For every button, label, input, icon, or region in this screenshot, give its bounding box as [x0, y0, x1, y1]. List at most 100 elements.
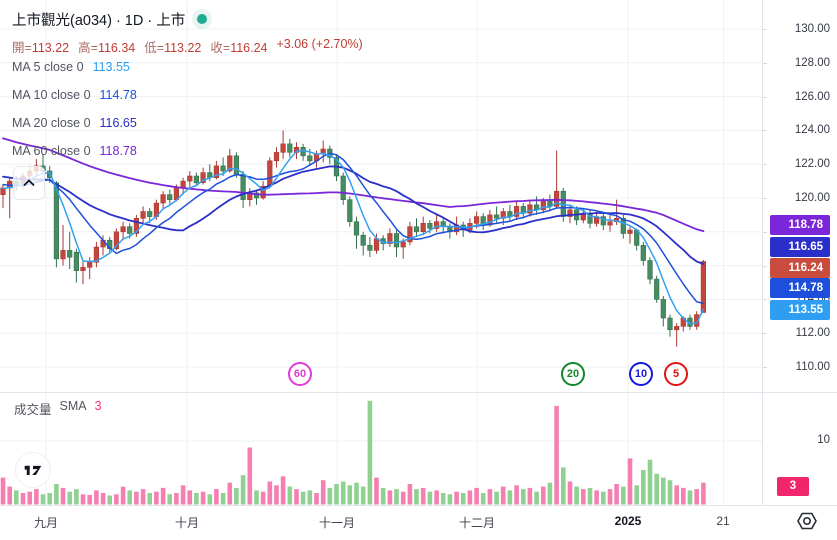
volume-bar — [227, 482, 233, 505]
price-axis-label: 126.00 — [794, 91, 830, 103]
volume-bar — [307, 490, 313, 505]
price-badge-ma5: 113.55 — [770, 300, 830, 320]
volume-bar — [541, 486, 546, 505]
candle-body — [240, 174, 246, 200]
volume-bar — [494, 491, 499, 505]
candle-body — [607, 221, 613, 226]
ma-legend-row-10[interactable]: MA 10 close 0 114.78 — [12, 81, 363, 109]
volume-bar — [380, 487, 386, 505]
volume-bar — [487, 489, 493, 505]
volume-bar — [360, 486, 366, 505]
volume-bar — [681, 487, 686, 505]
time-axis[interactable]: 九月 十月 十一月 十二月 2025 21 — [0, 506, 837, 540]
candle-body — [280, 143, 286, 153]
candle-body — [627, 229, 633, 234]
volume-bar — [300, 491, 306, 505]
volume-bar — [414, 489, 419, 505]
volume-bar — [160, 487, 166, 505]
volume-bar — [374, 477, 379, 505]
tradingview-logo-icon — [24, 465, 42, 475]
candle-body — [73, 251, 79, 272]
ma-period-marker-10: 10 — [629, 362, 653, 386]
volume-bar — [694, 489, 699, 505]
legend-expand-button[interactable] — [13, 166, 45, 200]
price-badge-ma20: 116.65 — [770, 237, 830, 257]
volume-bar — [634, 485, 639, 505]
candle-body — [127, 226, 133, 234]
candle-body — [427, 223, 433, 229]
time-axis-label: 十二月 — [458, 516, 496, 530]
price-axis[interactable]: 130.00 128.00 126.00 124.00 122.00 120.00 118.… — [763, 0, 837, 505]
volume-bar — [240, 475, 246, 505]
volume-bar — [134, 491, 139, 505]
volume-bar — [687, 490, 693, 505]
volume-bar — [674, 485, 679, 505]
candle-body — [53, 182, 59, 260]
volume-bar — [574, 486, 579, 505]
ma-legend-row-5[interactable]: MA 5 close 0 113.55 — [12, 53, 363, 81]
volume-bar — [267, 481, 273, 505]
volume-bar — [214, 489, 219, 505]
volume-bar — [87, 494, 92, 505]
time-axis-label: 十月 — [174, 516, 200, 530]
candle-body — [113, 231, 119, 250]
volume-bar — [280, 476, 286, 505]
volume-bar — [661, 477, 666, 505]
candle-body — [273, 152, 280, 162]
market-status-dot[interactable] — [197, 14, 208, 24]
price-axis-label: 122.00 — [794, 158, 830, 170]
symbol-title[interactable]: 上市觀光(a034) · 1D · 上市 — [12, 12, 186, 29]
candle-body — [287, 143, 293, 153]
chart-canvas[interactable] — [0, 0, 762, 505]
volume-bar — [14, 490, 19, 505]
candle-body — [513, 206, 520, 217]
volume-bar — [607, 489, 613, 505]
time-axis-label: 十一月 — [318, 516, 356, 530]
candle-body — [167, 194, 173, 201]
volume-bar — [480, 493, 486, 505]
volume-bar — [621, 486, 626, 505]
candle-body — [67, 250, 73, 258]
volume-bar — [0, 477, 6, 505]
volume-bar — [547, 482, 553, 505]
price-axis-tick — [763, 198, 767, 199]
ma-legend-row-60[interactable]: MA 60 close 0 118.78 — [12, 137, 363, 165]
volume-bar — [521, 489, 526, 505]
price-axis-tick — [763, 29, 767, 30]
price-axis-label: 128.00 — [794, 57, 830, 69]
volume-bar — [407, 484, 413, 505]
candle-body — [307, 155, 313, 162]
candle-body — [253, 192, 260, 199]
volume-bar — [327, 487, 333, 505]
volume-bar — [180, 485, 186, 505]
candle-body — [654, 278, 660, 300]
volume-bar — [601, 491, 606, 505]
pane-divider[interactable] — [0, 392, 837, 393]
volume-legend-name: 成交量 — [14, 403, 52, 417]
ohlc-low: 低=113.22 — [144, 41, 202, 55]
tradingview-logo[interactable] — [16, 453, 50, 487]
volume-bar — [340, 481, 346, 505]
time-axis-label: 九月 — [33, 516, 59, 530]
volume-bar — [394, 489, 399, 505]
price-badge-ma60: 118.78 — [770, 215, 830, 235]
symbol-title-row[interactable]: 上市觀光(a034) · 1D · 上市 — [12, 8, 363, 30]
volume-axis-label: 10 — [817, 434, 830, 446]
ma-legend-row-20[interactable]: MA 20 close 0 116.65 — [12, 109, 363, 137]
volume-bar — [420, 487, 426, 505]
ma-legend-rows: MA 5 close 0 113.55 MA 10 close 0 114.78 MA … — [12, 53, 363, 165]
candle-body — [160, 194, 166, 204]
time-axis-divider — [0, 505, 837, 506]
candle-body — [220, 165, 226, 172]
hexagon-settings-icon[interactable] — [793, 508, 821, 534]
volume-bar — [107, 495, 112, 505]
candle-body — [400, 241, 406, 248]
candle-body — [413, 226, 420, 233]
volume-bar — [274, 485, 279, 505]
volume-bar — [434, 490, 439, 505]
volume-legend[interactable]: 成交量 SMA 3 — [14, 399, 102, 418]
volume-bar — [54, 484, 59, 505]
price-axis-label: 130.00 — [794, 23, 830, 35]
price-axis-tick — [763, 97, 767, 98]
